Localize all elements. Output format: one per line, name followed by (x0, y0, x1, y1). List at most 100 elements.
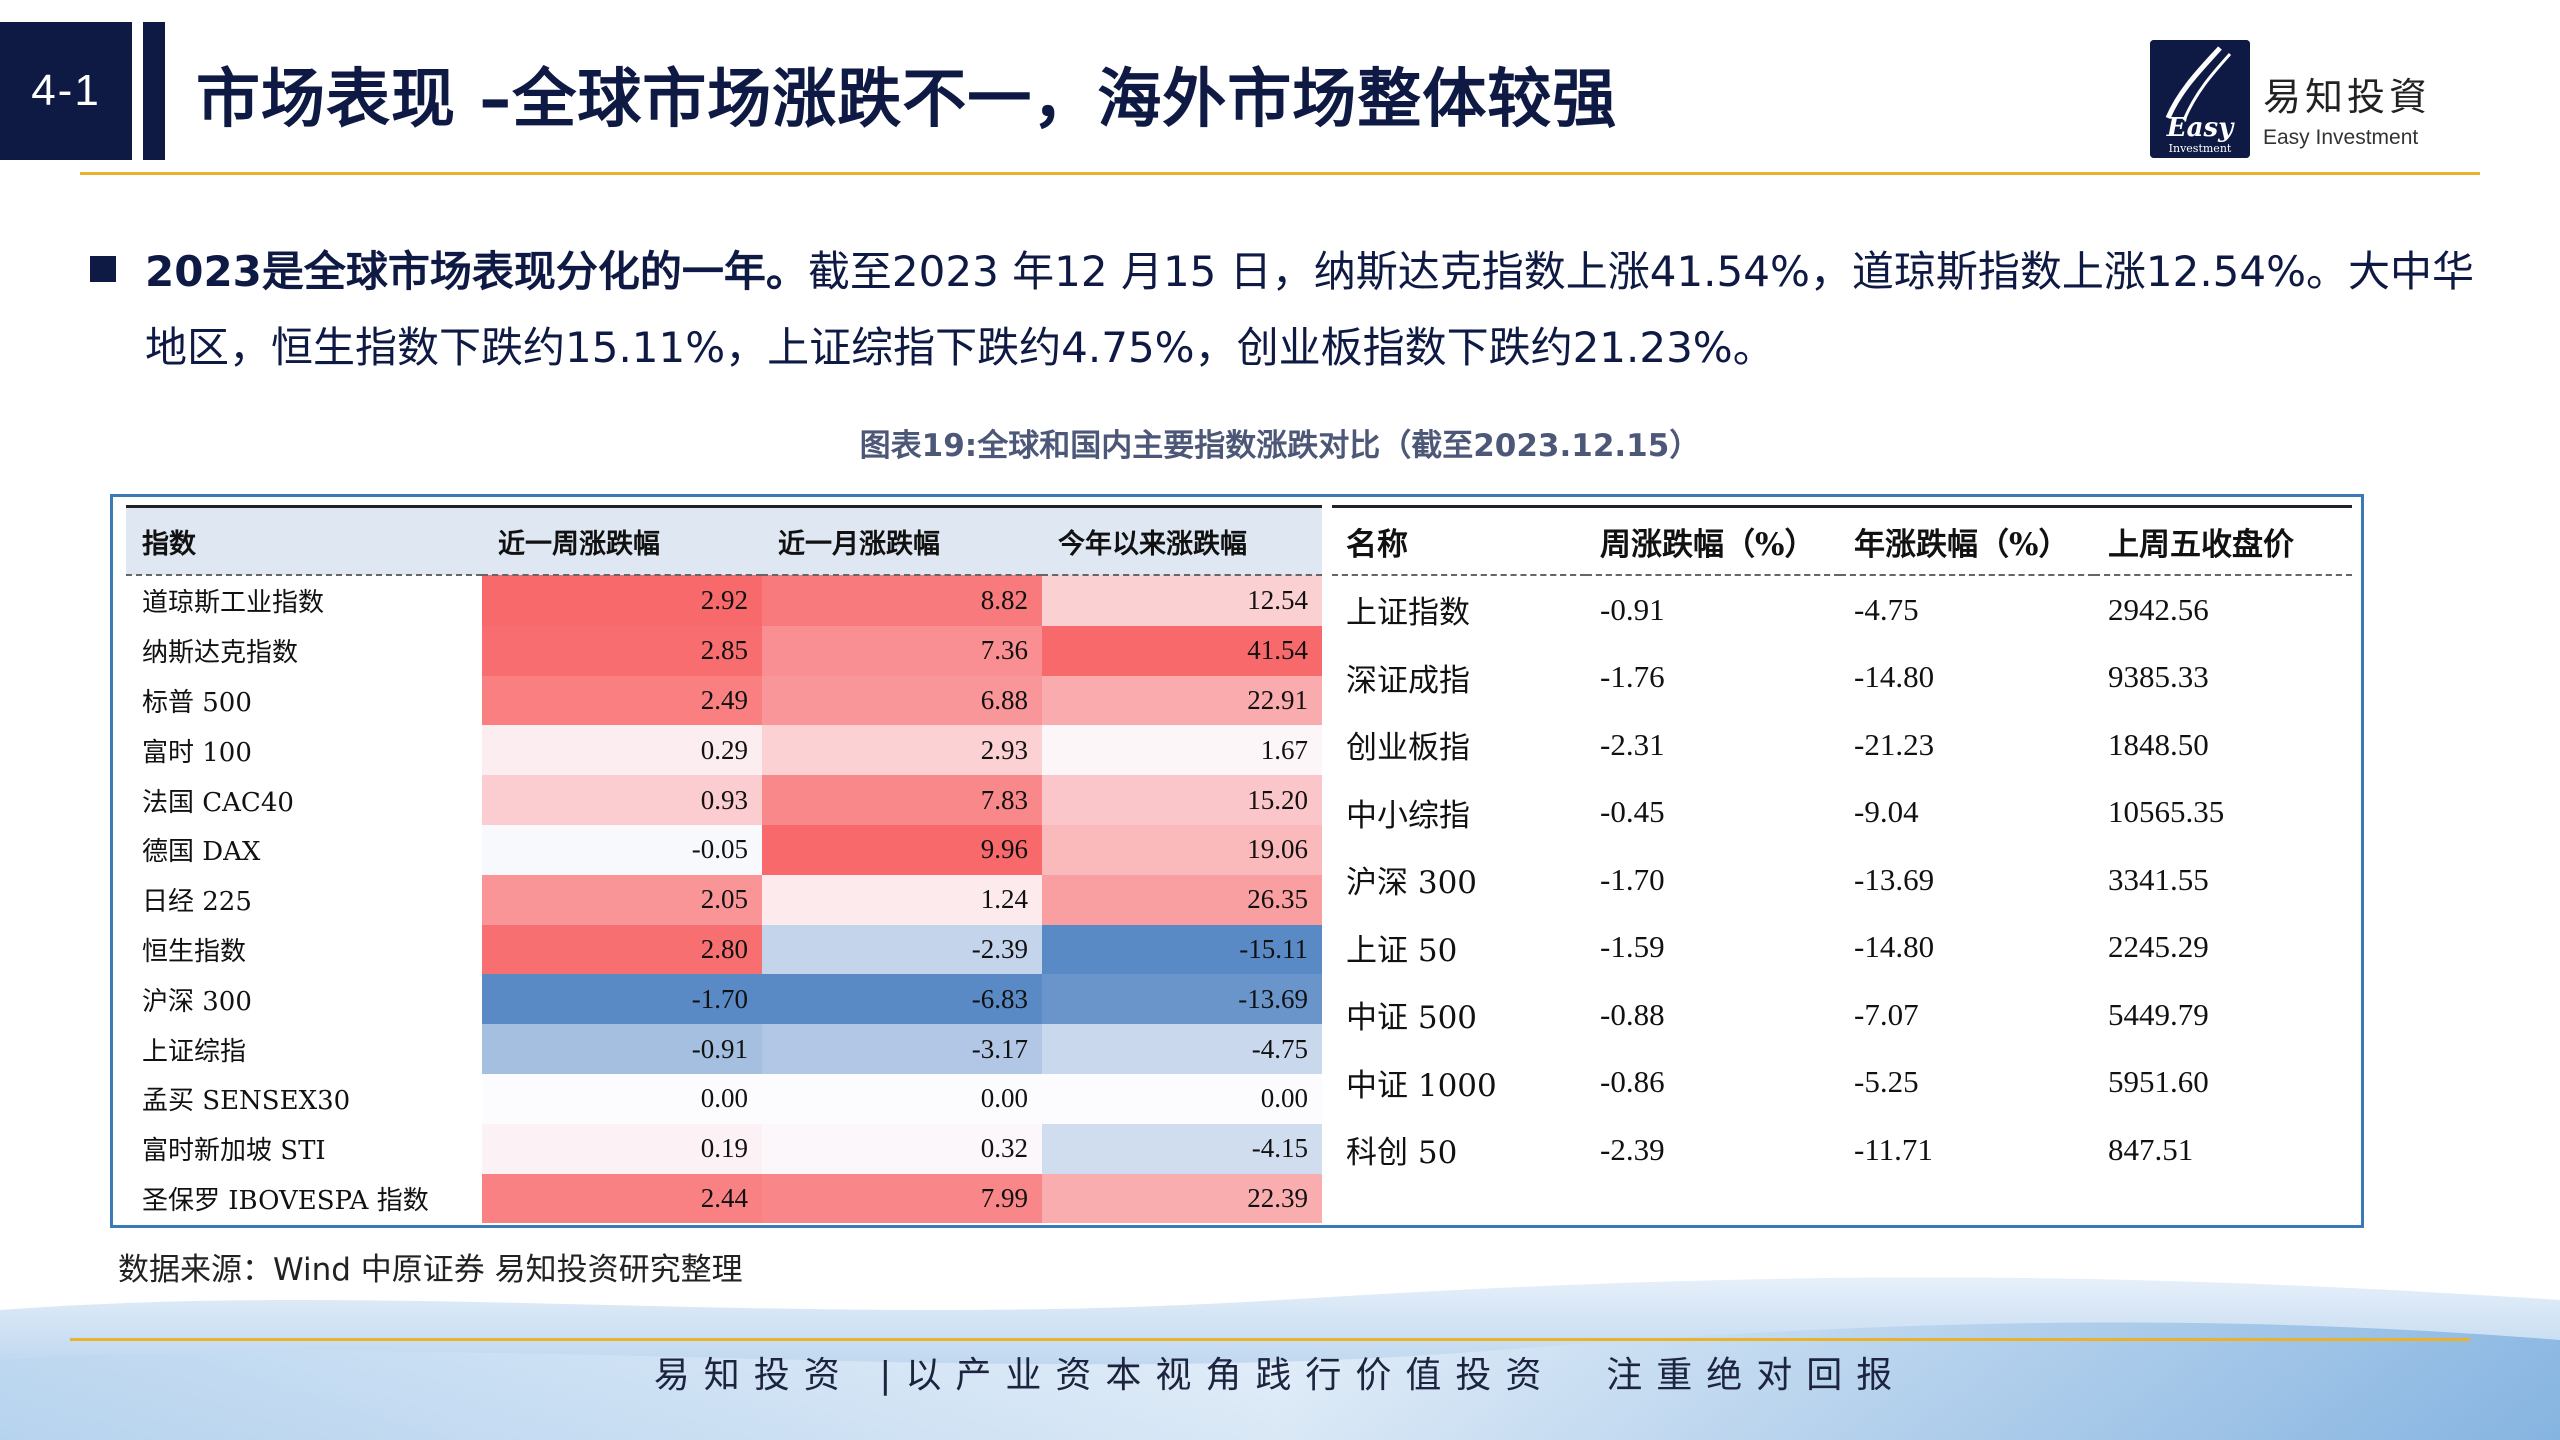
table-row: 上证 50 -1.59 -14.80 2245.29 (1332, 914, 2352, 982)
value-cell-week: -1.59 (1600, 929, 1665, 965)
chart-caption: 图表19:全球和国内主要指数涨跌对比（截至2023.12.15） (859, 428, 1701, 464)
index-name-cell: 富时 100 (142, 737, 252, 768)
heatmap-cell-month: 7.83 (762, 775, 1042, 825)
value-cell-close: 10565.35 (2108, 794, 2225, 830)
value-cell-close: 1848.50 (2108, 726, 2209, 762)
value-cell-year: -4.75 (1854, 591, 1919, 627)
table-row: 沪深 300 -1.70 -13.69 3341.55 (1332, 846, 2352, 914)
table-row: 圣保罗 IBOVESPA 指数 2.44 7.99 22.39 (126, 1173, 1322, 1224)
index-name-cell: 德国 DAX (142, 837, 261, 868)
table-row: 上证指数 -0.91 -4.75 2942.56 (1332, 575, 2352, 644)
col-header: 名称 (1332, 505, 1586, 576)
section-divider-bar (143, 22, 165, 160)
value-cell-close: 847.51 (2108, 1131, 2194, 1167)
table-row: 上证综指 -0.91 -3.17 -4.75 (126, 1024, 1322, 1074)
heatmap-cell-week: 0.29 (482, 725, 762, 776)
col-header: 上周五收盘价 (2094, 505, 2352, 576)
heatmap-cell-ytd: -13.69 (1042, 974, 1322, 1025)
logo-mark-subtext: Investment (2169, 142, 2232, 155)
summary-lead: 2023是全球市场表现分化的一年。 (145, 247, 808, 296)
value-cell-week: -2.39 (1600, 1131, 1665, 1167)
heatmap-cell-ytd: 22.39 (1042, 1173, 1322, 1224)
table-row: 法国 CAC40 0.93 7.83 15.20 (126, 775, 1322, 825)
col-header: 周涨跌幅（%） (1586, 505, 1840, 576)
heatmap-cell-week: 0.93 (482, 775, 762, 825)
value-cell-close: 5449.79 (2108, 996, 2209, 1032)
table-header-row: 指数 近一周涨跌幅 近一月涨跌幅 今年以来涨跌幅 (126, 505, 1322, 576)
table-row: 深证成指 -1.76 -14.80 9385.33 (1332, 644, 2352, 712)
value-cell-close: 2245.29 (2108, 929, 2209, 965)
value-cell-year: -11.71 (1854, 1131, 1933, 1167)
index-name-cell: 科创 50 (1346, 1135, 1458, 1172)
col-header: 今年以来涨跌幅 (1042, 505, 1322, 576)
col-header: 指数 (126, 505, 482, 576)
heatmap-cell-month: -6.83 (762, 974, 1042, 1025)
index-name-cell: 纳斯达克指数 (142, 638, 299, 669)
value-cell-close: 2942.56 (2108, 591, 2209, 627)
table-header-row: 名称 周涨跌幅（%） 年涨跌幅（%） 上周五收盘价 (1332, 505, 2352, 576)
table-row: 中小综指 -0.45 -9.04 10565.35 (1332, 779, 2352, 847)
heatmap-cell-ytd: -15.11 (1042, 924, 1322, 975)
value-cell-year: -21.23 (1854, 726, 1935, 762)
heatmap-cell-ytd: 1.67 (1042, 725, 1322, 776)
value-cell-year: -9.04 (1854, 794, 1919, 830)
index-name-cell: 法国 CAC40 (142, 787, 294, 818)
table-row: 德国 DAX -0.05 9.96 19.06 (126, 824, 1322, 875)
heatmap-cell-ytd: 12.54 (1042, 575, 1322, 626)
table-row: 道琼斯工业指数 2.92 8.82 12.54 (126, 575, 1322, 626)
heatmap-cell-month: 7.99 (762, 1173, 1042, 1224)
heatmap-cell-week: 0.19 (482, 1123, 762, 1174)
logo-name: 易知投資 (2263, 75, 2432, 119)
value-cell-week: -1.70 (1600, 861, 1665, 897)
footer-slogan: 易知投资 |以产业资本视角践行价值投资 注重绝对回报 (653, 1355, 1907, 1396)
company-logo-icon: Easy Investment (2150, 40, 2250, 158)
heatmap-cell-week: 2.80 (482, 924, 762, 975)
heatmap-cell-week: 2.05 (482, 874, 762, 925)
summary-body: 截至2023 年12 月15 日，纳斯达克指数上涨41.54%，道琼斯指数上涨1… (145, 247, 2475, 372)
table-row: 创业板指 -2.31 -21.23 1848.50 (1332, 711, 2352, 779)
index-name-cell: 沪深 300 (1346, 865, 1478, 902)
heatmap-cell-ytd: 0.00 (1042, 1073, 1322, 1124)
heatmap-cell-ytd: 22.91 (1042, 675, 1322, 726)
heatmap-cell-week: 2.49 (482, 675, 762, 726)
logo-subtitle: Easy Investment (2263, 126, 2419, 149)
table-row: 纳斯达克指数 2.85 7.36 41.54 (126, 625, 1322, 676)
table-row: 孟买 SENSEX30 0.00 0.00 0.00 (126, 1073, 1322, 1124)
data-source-note: 数据来源：Wind 中原证券 易知投资研究整理 (118, 1252, 743, 1288)
index-name-cell: 孟买 SENSEX30 (142, 1086, 351, 1117)
table-row: 富时 100 0.29 2.93 1.67 (126, 725, 1322, 776)
bullet-square-icon (90, 256, 116, 282)
heatmap-cell-ytd: -4.15 (1042, 1123, 1322, 1174)
value-cell-close: 5951.60 (2108, 1064, 2209, 1100)
footer-divider (70, 1338, 2470, 1341)
value-cell-close: 3341.55 (2108, 861, 2209, 897)
value-cell-week: -2.31 (1600, 726, 1665, 762)
heatmap-cell-week: -0.91 (482, 1024, 762, 1074)
heatmap-cell-month: -3.17 (762, 1024, 1042, 1074)
index-name-cell: 中证 1000 (1346, 1067, 1497, 1104)
col-header: 近一周涨跌幅 (482, 505, 762, 576)
index-name-cell: 富时新加坡 STI (142, 1136, 326, 1167)
index-name-cell: 中证 500 (1346, 1000, 1478, 1037)
value-cell-year: -14.80 (1854, 929, 1935, 965)
domestic-index-table: 名称 周涨跌幅（%） 年涨跌幅（%） 上周五收盘价 上证指数 -0.91 -4.75… (1332, 505, 2352, 1184)
footer-wave-background (0, 1277, 2560, 1440)
heatmap-cell-week: 2.44 (482, 1173, 762, 1224)
global-index-table: 指数 近一周涨跌幅 近一月涨跌幅 今年以来涨跌幅 道琼斯工业指数 2.92 8.82… (126, 505, 1322, 1224)
value-cell-week: -0.45 (1600, 794, 1665, 830)
index-name-cell: 圣保罗 IBOVESPA 指数 (142, 1185, 429, 1216)
heatmap-cell-month: 2.93 (762, 725, 1042, 776)
heatmap-cell-ytd: 41.54 (1042, 625, 1322, 676)
page-title: 市场表现 –全球市场涨跌不一，海外市场整体较强 (196, 63, 1618, 137)
heatmap-cell-week: -0.05 (482, 824, 762, 875)
heatmap-cell-ytd: 19.06 (1042, 824, 1322, 875)
col-header: 年涨跌幅（%） (1840, 505, 2094, 576)
table-row: 科创 50 -2.39 -11.71 847.51 (1332, 1116, 2352, 1184)
index-name-cell: 沪深 300 (142, 986, 252, 1017)
value-cell-close: 9385.33 (2108, 659, 2209, 695)
heatmap-cell-week: 2.92 (482, 575, 762, 626)
value-cell-week: -1.76 (1600, 659, 1665, 695)
header-divider (80, 172, 2480, 175)
heatmap-cell-ytd: 26.35 (1042, 874, 1322, 925)
heatmap-cell-week: 0.00 (482, 1073, 762, 1124)
